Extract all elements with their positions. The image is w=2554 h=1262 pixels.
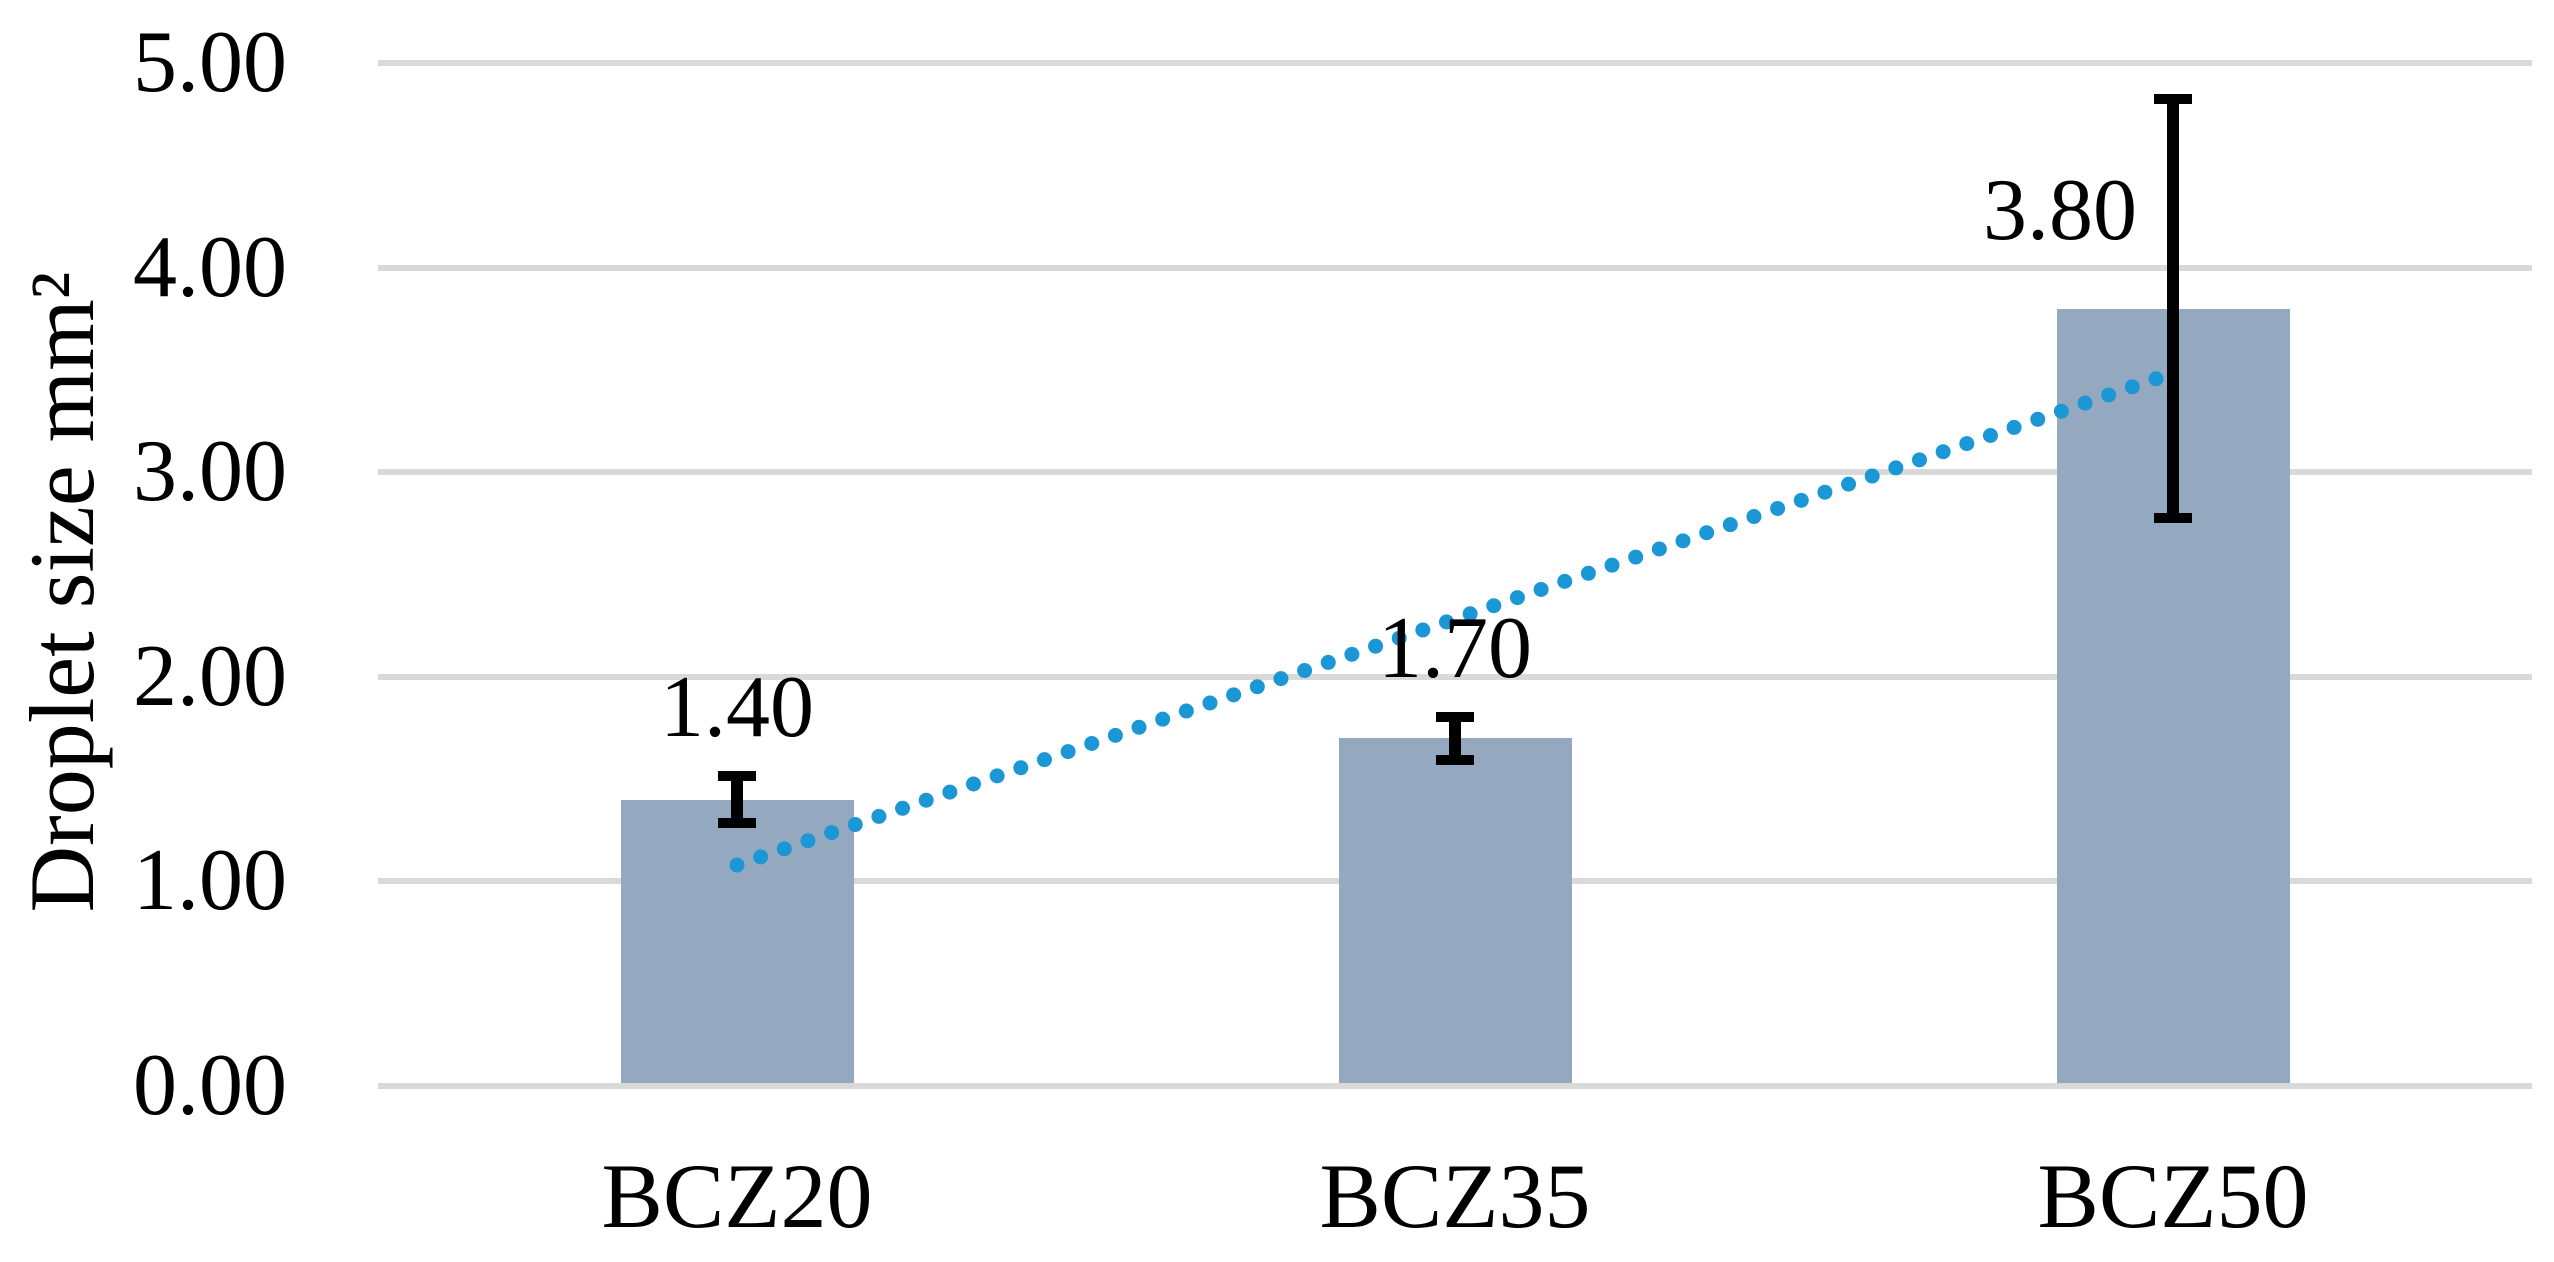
error-bar-cap-top — [2154, 93, 2192, 104]
x-axis-label-BCZ35: BCZ35 — [1319, 1145, 1591, 1247]
error-bar-line — [2167, 93, 2179, 524]
data-label-BCZ50: 3.80 — [1983, 161, 2137, 259]
error-bar-cap-top — [1436, 711, 1474, 722]
error-bar-cap-bottom — [718, 818, 756, 829]
data-label-BCZ35: 1.70 — [1378, 599, 1532, 697]
y-axis-tick-label: 4.00 — [133, 218, 287, 316]
y-axis-tick-label: 3.00 — [133, 423, 287, 521]
error-bar-line — [731, 770, 743, 829]
x-axis-label-BCZ50: BCZ50 — [2037, 1145, 2309, 1247]
bar-BCZ35 — [1338, 738, 1572, 1083]
gridline — [378, 264, 2532, 271]
gridline — [378, 60, 2532, 66]
error-bar-line — [1449, 711, 1461, 765]
y-axis-title: Droplet size mm² — [11, 271, 113, 913]
error-bar-cap-bottom — [1436, 754, 1474, 765]
data-label-BCZ20: 1.40 — [660, 658, 814, 756]
bar-BCZ20 — [620, 799, 854, 1083]
y-axis-tick-label: 0.00 — [133, 1037, 287, 1134]
y-axis-tick-label: 5.00 — [133, 14, 287, 111]
y-axis-tick-label: 2.00 — [133, 627, 287, 725]
y-axis-tick-label: 1.00 — [133, 832, 287, 930]
error-bar-cap-top — [718, 770, 756, 781]
gridline — [378, 1083, 2532, 1089]
x-axis-label-BCZ20: BCZ20 — [601, 1145, 873, 1247]
error-bar-cap-bottom — [2154, 513, 2192, 524]
